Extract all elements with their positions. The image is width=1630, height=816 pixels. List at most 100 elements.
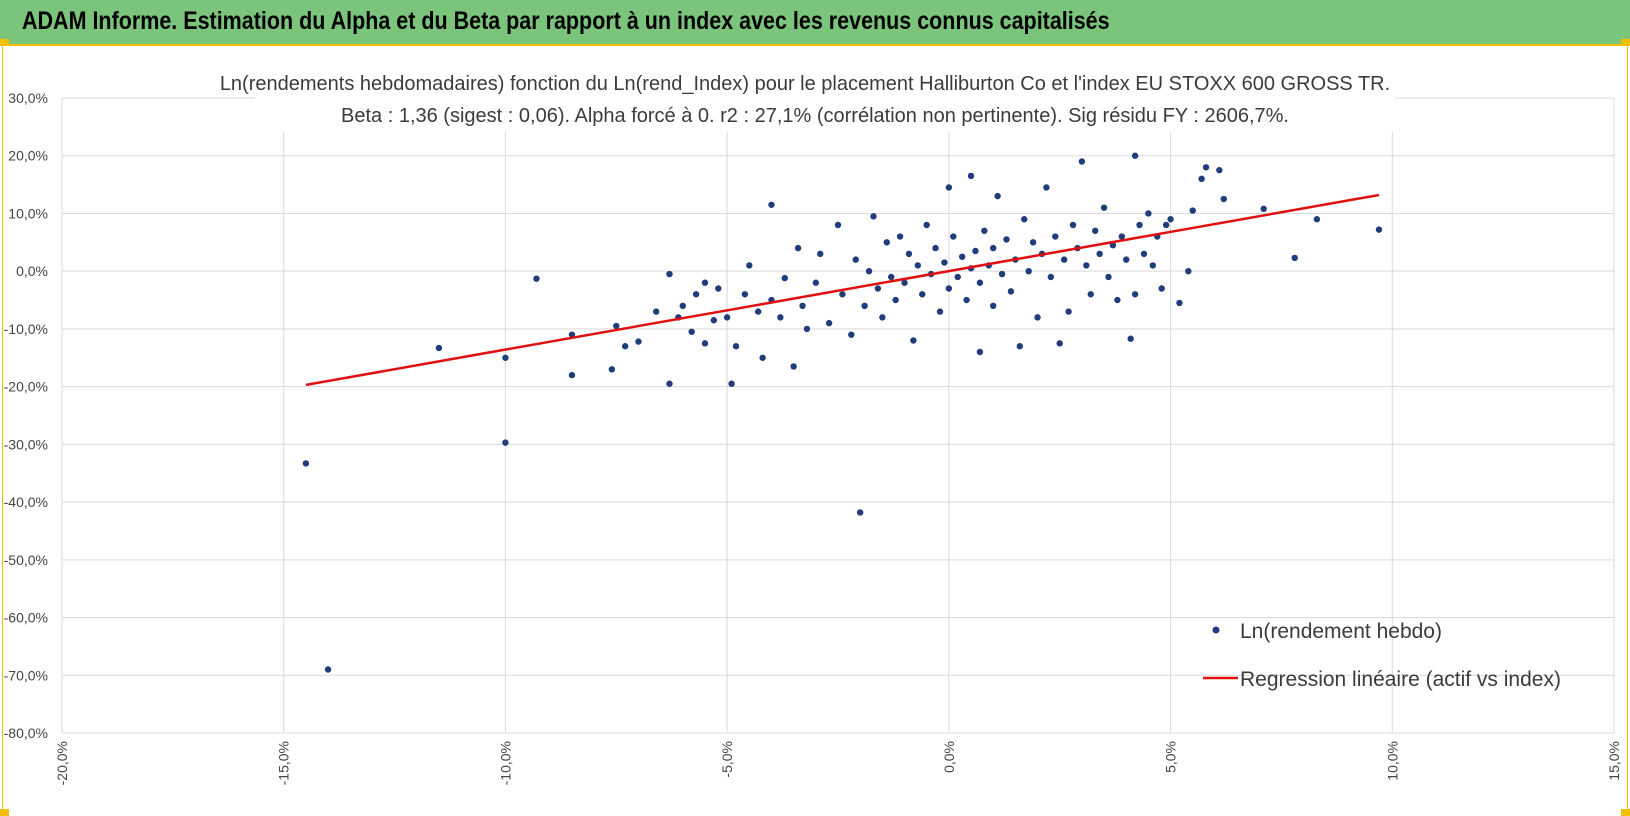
x-tick-label: 10,0% bbox=[1384, 741, 1400, 781]
data-point bbox=[1189, 207, 1196, 214]
data-point bbox=[1083, 262, 1090, 269]
data-point bbox=[870, 213, 877, 220]
y-tick-label: 20,0% bbox=[8, 148, 48, 164]
data-point bbox=[1100, 204, 1108, 211]
data-point bbox=[715, 285, 722, 292]
data-point bbox=[652, 308, 660, 315]
data-point bbox=[1016, 343, 1024, 350]
data-point bbox=[533, 275, 540, 282]
x-axis-ticks: -20,0% -15,0% -10,0% -5,0% 0,0% 5,0% 10,0% 15,0… bbox=[54, 741, 1622, 785]
data-point bbox=[879, 314, 886, 321]
data-point bbox=[1091, 227, 1099, 234]
y-tick-label: 10,0% bbox=[8, 205, 48, 221]
data-point bbox=[861, 302, 868, 310]
x-tick-label: -15,0% bbox=[276, 741, 292, 785]
data-point bbox=[1375, 226, 1383, 233]
data-point bbox=[790, 363, 797, 370]
data-point bbox=[1260, 205, 1267, 213]
data-point bbox=[666, 380, 673, 387]
data-point bbox=[1114, 296, 1121, 304]
chart-title-line-1: Ln(rendements hebdomadaires) fonction du… bbox=[220, 73, 1390, 95]
data-point bbox=[1216, 166, 1223, 174]
data-point bbox=[1043, 184, 1050, 191]
data-point bbox=[1127, 335, 1134, 342]
y-tick-label: -30,0% bbox=[4, 436, 48, 452]
data-point bbox=[1052, 233, 1059, 240]
data-point bbox=[728, 380, 735, 387]
data-point bbox=[1096, 250, 1103, 258]
data-point bbox=[1136, 221, 1143, 229]
grid-lines bbox=[61, 97, 1615, 734]
page-title: ADAM Informe. Estimation du Alpha et du … bbox=[22, 7, 1110, 35]
data-point bbox=[905, 250, 913, 258]
data-point bbox=[1145, 210, 1152, 217]
data-point bbox=[923, 221, 930, 229]
data-point bbox=[1047, 273, 1055, 281]
data-point bbox=[777, 314, 784, 321]
data-point bbox=[324, 666, 332, 673]
data-point bbox=[1118, 233, 1125, 240]
data-point bbox=[502, 354, 509, 361]
data-point bbox=[701, 279, 709, 286]
corner-marker-bottom-right bbox=[1621, 809, 1630, 816]
x-tick-label: -5,0% bbox=[719, 741, 735, 778]
y-tick-label: -60,0% bbox=[4, 610, 48, 626]
data-point bbox=[945, 285, 953, 292]
data-point bbox=[963, 296, 970, 304]
data-point bbox=[1149, 262, 1157, 269]
data-point bbox=[679, 302, 686, 310]
data-point bbox=[1131, 152, 1139, 159]
x-tick-label: -10,0% bbox=[497, 741, 513, 785]
data-point bbox=[950, 233, 957, 240]
data-point bbox=[768, 201, 775, 208]
data-point bbox=[1220, 195, 1227, 203]
data-point bbox=[976, 279, 984, 286]
chart-frame bbox=[2, 46, 1628, 814]
regression-line-group bbox=[305, 193, 1380, 387]
data-point bbox=[981, 227, 988, 234]
data-point bbox=[794, 244, 802, 252]
x-tick-label: 5,0% bbox=[1163, 741, 1179, 773]
legend-label-points: Ln(rendement hebdo) bbox=[1240, 620, 1442, 643]
data-points bbox=[302, 152, 1383, 673]
data-point bbox=[1029, 239, 1037, 246]
data-point bbox=[990, 244, 997, 252]
data-point bbox=[568, 371, 576, 379]
data-point bbox=[1056, 340, 1063, 347]
data-point bbox=[901, 279, 908, 286]
data-point bbox=[1003, 236, 1010, 243]
data-point bbox=[848, 331, 855, 338]
data-point bbox=[723, 314, 731, 321]
data-point bbox=[1123, 256, 1130, 263]
data-point bbox=[1176, 299, 1183, 307]
data-point bbox=[613, 322, 620, 330]
data-point bbox=[1078, 158, 1086, 165]
corner-marker-top-right bbox=[1621, 39, 1630, 46]
data-point bbox=[1158, 285, 1165, 292]
data-point bbox=[910, 337, 917, 344]
data-point bbox=[710, 317, 718, 324]
data-point bbox=[954, 273, 961, 281]
data-point bbox=[746, 262, 753, 269]
legend-label-regression: Regression linéaire (actif vs index) bbox=[1240, 668, 1561, 691]
data-point bbox=[759, 354, 766, 361]
header-banner: ADAM Informe. Estimation du Alpha et du … bbox=[0, 0, 1630, 46]
y-tick-label: 0,0% bbox=[16, 263, 48, 279]
data-point bbox=[972, 247, 979, 255]
data-point bbox=[1313, 216, 1321, 223]
data-point bbox=[1105, 273, 1112, 281]
data-point bbox=[1034, 314, 1041, 321]
data-point bbox=[1291, 254, 1298, 262]
data-point bbox=[874, 285, 882, 292]
title-background bbox=[255, 70, 1395, 132]
data-point bbox=[1198, 175, 1205, 183]
data-point bbox=[692, 291, 700, 298]
data-point bbox=[892, 296, 899, 304]
data-point bbox=[945, 184, 953, 191]
data-point bbox=[817, 250, 824, 258]
data-point bbox=[1162, 221, 1170, 229]
data-point bbox=[888, 273, 895, 281]
data-point bbox=[941, 259, 948, 266]
corner-marker-top-left bbox=[0, 39, 9, 46]
